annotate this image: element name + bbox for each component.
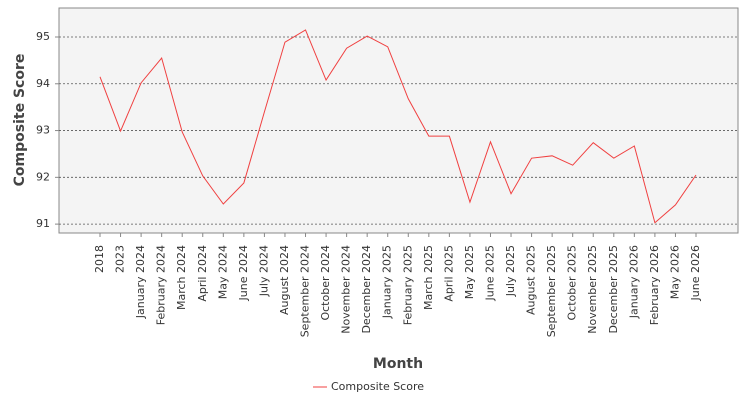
x-tick-label: March 2024 [175, 245, 188, 310]
x-tick-label: October 2024 [319, 245, 332, 321]
data-line [99, 29, 697, 224]
x-tick-label: May 2024 [216, 245, 229, 299]
x-tick-label: September 2025 [545, 245, 558, 337]
x-tick-label: December 2025 [607, 245, 620, 334]
x-tick-label: August 2025 [525, 245, 538, 315]
x-tick-label: February 2025 [401, 245, 414, 325]
y-tick-label: 92 [36, 170, 50, 183]
x-tick-label: October 2025 [566, 245, 579, 321]
x-tick-label: 2023 [114, 245, 127, 273]
x-tick-label: May 2025 [463, 245, 476, 299]
x-tick-label: August 2024 [278, 245, 291, 315]
x-tick-label: June 2025 [483, 245, 496, 301]
x-tick-label: January 2026 [627, 245, 640, 319]
x-tick-label: 2018 [93, 245, 106, 273]
x-tick-label: November 2024 [340, 245, 353, 334]
x-tick-label: February 2026 [648, 245, 661, 325]
x-tick-label: January 2024 [134, 245, 147, 319]
x-tick-label: July 2024 [257, 245, 270, 297]
x-tick-label: June 2024 [237, 245, 250, 301]
x-tick-label: July 2025 [504, 245, 517, 297]
x-tick-label: February 2024 [155, 245, 168, 325]
plot-area [58, 7, 739, 234]
x-tick-label: April 2024 [196, 245, 209, 302]
x-tick-label: December 2024 [360, 245, 373, 334]
legend-label: Composite Score [331, 380, 424, 393]
y-tick-label: 94 [36, 77, 50, 90]
x-tick-label: January 2025 [381, 245, 394, 319]
x-tick-label: March 2025 [422, 245, 435, 310]
x-axis-title: Month [373, 356, 423, 372]
x-tick-label: April 2025 [442, 245, 455, 302]
x-tick-label: May 2026 [668, 245, 681, 299]
y-tick-label: 93 [36, 124, 50, 137]
x-tick-label: June 2026 [689, 245, 702, 301]
y-tick-label: 95 [36, 30, 50, 43]
x-tick-label: September 2024 [299, 245, 312, 337]
x-tick-label: November 2025 [586, 245, 599, 334]
y-axis-title: Composite Score [12, 54, 28, 187]
y-tick-label: 91 [36, 217, 50, 230]
